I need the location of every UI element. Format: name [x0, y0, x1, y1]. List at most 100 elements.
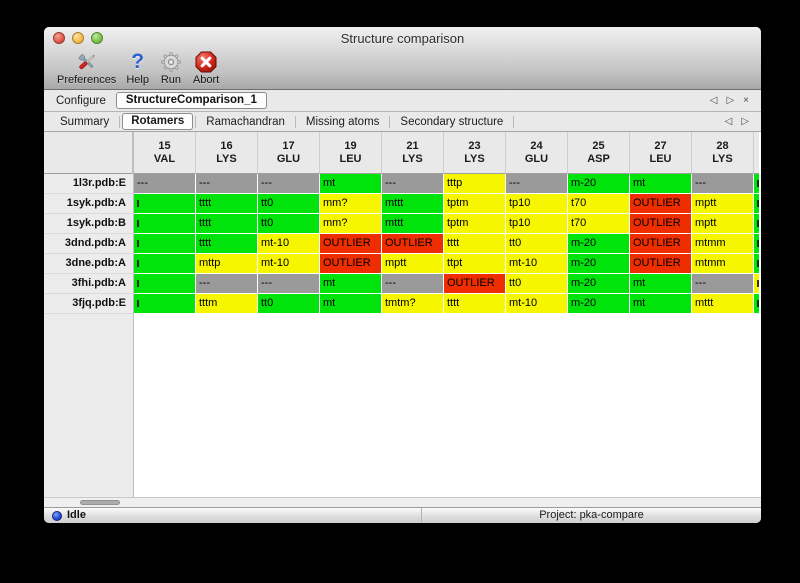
rotamer-cell[interactable]: mt-10 — [506, 294, 567, 313]
rotamer-cell[interactable]: tttt — [444, 234, 505, 253]
rotamer-cell[interactable]: ttpt — [444, 254, 505, 273]
rotamer-cell[interactable]: m-20 — [568, 234, 629, 253]
rotamer-cell[interactable]: m-20 — [568, 254, 629, 273]
rotamer-cell[interactable]: --- — [382, 274, 443, 293]
column-header-27[interactable]: 27 LEU — [630, 132, 692, 174]
rotamer-cell[interactable]: tttt — [196, 214, 257, 233]
row-label[interactable]: 3dne.pdb:A — [44, 254, 133, 274]
row-label[interactable]: 3fhi.pdb:A — [44, 274, 133, 294]
close-config-icon[interactable]: × — [743, 94, 749, 106]
preferences-button[interactable]: Preferences — [52, 49, 121, 86]
row-label[interactable]: 1syk.pdb:A — [44, 194, 133, 214]
rotamer-cell[interactable]: OUTLIER — [630, 214, 691, 233]
rotamer-cell[interactable]: --- — [258, 174, 319, 193]
rotamer-cell[interactable]: t70 — [568, 214, 629, 233]
rotamer-cell[interactable]: mptt — [382, 254, 443, 273]
rotamer-cell[interactable]: OUTLIER — [630, 254, 691, 273]
rotamer-cell[interactable]: --- — [382, 174, 443, 193]
rotamer-cell[interactable]: mttt — [692, 294, 753, 313]
rotamer-cell[interactable]: OUTLIER — [320, 254, 381, 273]
rotamer-cell[interactable]: t70 — [568, 194, 629, 213]
horizontal-scrollbar-thumb[interactable] — [80, 500, 120, 505]
rotamer-cell[interactable]: --- — [134, 174, 195, 193]
rotamer-cell[interactable]: tttt — [444, 294, 505, 313]
rotamer-cell[interactable]: --- — [258, 274, 319, 293]
configuration-tab[interactable]: StructureComparison_1 — [115, 92, 267, 109]
rotamer-cell[interactable]: --- — [692, 274, 753, 293]
rotamer-cell[interactable]: mttt — [382, 214, 443, 233]
rotamer-cell[interactable]: tp10 — [506, 214, 567, 233]
row-label[interactable]: 1l3r.pdb:E — [44, 174, 133, 194]
row-label[interactable]: 3fjq.pdb:E — [44, 294, 133, 314]
tab-summary[interactable]: Summary — [60, 115, 110, 128]
rotamer-cell[interactable]: tttm — [196, 294, 257, 313]
close-window-button[interactable] — [53, 32, 65, 44]
rotamer-cell[interactable]: mt — [320, 174, 381, 193]
rotamer-cell[interactable]: m-20 — [568, 174, 629, 193]
rotamer-cell[interactable]: OUTLIER — [444, 274, 505, 293]
rotamer-cell[interactable]: mt — [630, 294, 691, 313]
tab-missing-atoms[interactable]: Missing atoms — [305, 115, 380, 128]
rotamer-cell[interactable] — [134, 234, 195, 253]
rotamer-cell[interactable]: OUTLIER — [630, 234, 691, 253]
rotamer-cell[interactable]: mttt — [382, 194, 443, 213]
column-header-24[interactable]: 24 GLU — [506, 132, 568, 174]
column-header-17[interactable]: 17 GLU — [258, 132, 320, 174]
rotamer-cell[interactable]: tp10 — [506, 194, 567, 213]
rotamer-cell[interactable]: mtmm — [692, 234, 753, 253]
rotamer-cell[interactable]: mptt — [692, 194, 753, 213]
rotamer-cell[interactable]: m-20 — [568, 294, 629, 313]
minimize-window-button[interactable] — [72, 32, 84, 44]
rotamer-cell[interactable]: tttt — [196, 234, 257, 253]
rotamer-cell[interactable]: mtmm — [692, 254, 753, 273]
rotamer-cell[interactable] — [134, 254, 195, 273]
rotamer-cell[interactable]: tt0 — [258, 214, 319, 233]
tab-rotamers[interactable]: Rotamers — [122, 113, 194, 130]
run-button[interactable]: Run — [154, 49, 188, 86]
rotamer-cell[interactable] — [134, 214, 195, 233]
next-tab-arrow[interactable]: ▷ — [741, 115, 749, 127]
rotamer-cell[interactable]: OUTLIER — [630, 194, 691, 213]
rotamer-cell[interactable]: mt-10 — [258, 234, 319, 253]
rotamer-cell[interactable]: tptm — [444, 214, 505, 233]
zoom-window-button[interactable] — [91, 32, 103, 44]
rotamer-cell[interactable]: tttp — [444, 174, 505, 193]
row-label[interactable]: 1syk.pdb:B — [44, 214, 133, 234]
tab-ramachandran[interactable]: Ramachandran — [206, 115, 285, 128]
rotamer-cell[interactable]: tmtm? — [382, 294, 443, 313]
rotamer-cell[interactable] — [134, 274, 195, 293]
column-header-23[interactable]: 23 LYS — [444, 132, 506, 174]
rotamer-cell[interactable] — [134, 194, 195, 213]
rotamer-cell[interactable]: tt0 — [258, 294, 319, 313]
row-label[interactable]: 3dnd.pdb:A — [44, 234, 133, 254]
rotamer-cell[interactable]: mm? — [320, 194, 381, 213]
rotamer-cell[interactable]: --- — [196, 174, 257, 193]
rotamer-cell[interactable]: mptt — [692, 214, 753, 233]
column-header-16[interactable]: 16 LYS — [196, 132, 258, 174]
rotamer-cell[interactable]: mttp — [196, 254, 257, 273]
column-header-21[interactable]: 21 LYS — [382, 132, 444, 174]
abort-button[interactable]: Abort — [188, 49, 224, 86]
rotamer-cell[interactable]: m-20 — [568, 274, 629, 293]
rotamer-cell[interactable]: tttt — [196, 194, 257, 213]
rotamer-cell[interactable]: tt0 — [258, 194, 319, 213]
rotamer-cell[interactable]: mt — [320, 294, 381, 313]
help-button[interactable]: ? Help — [121, 49, 154, 86]
column-header-28[interactable]: 28 LYS — [692, 132, 754, 174]
rotamer-cell[interactable] — [134, 294, 195, 313]
rotamer-cell[interactable]: mm? — [320, 214, 381, 233]
rotamer-cell[interactable]: mt — [630, 174, 691, 193]
horizontal-scrollbar[interactable] — [44, 497, 761, 507]
rotamer-cell[interactable]: tt0 — [506, 274, 567, 293]
tab-secondary-structure[interactable]: Secondary structure — [400, 115, 504, 128]
column-header-19[interactable]: 19 LEU — [320, 132, 382, 174]
column-header-15[interactable]: 15 VAL — [134, 132, 196, 174]
rotamer-cell[interactable]: OUTLIER — [382, 234, 443, 253]
prev-config-arrow[interactable]: ◁ — [709, 94, 718, 106]
rotamer-cell[interactable]: --- — [692, 174, 753, 193]
rotamer-cell[interactable]: tptm — [444, 194, 505, 213]
next-config-arrow[interactable]: ▷ — [726, 94, 735, 106]
rotamer-cell[interactable]: OUTLIER — [320, 234, 381, 253]
column-header-25[interactable]: 25 ASP — [568, 132, 630, 174]
prev-tab-arrow[interactable]: ◁ — [724, 115, 733, 127]
